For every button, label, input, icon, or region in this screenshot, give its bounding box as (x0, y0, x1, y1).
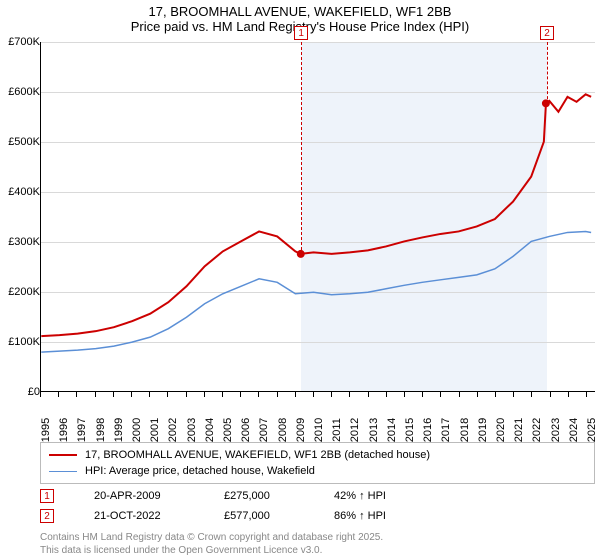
x-tick-label: 2007 (258, 418, 270, 442)
transactions-table: 1 20-APR-2009 £275,000 42% ↑ HPI 2 21-OC… (40, 486, 414, 526)
y-tick-label: £200K (8, 286, 40, 298)
legend-item: HPI: Average price, detached house, Wake… (49, 463, 586, 479)
x-tick-label: 2002 (167, 418, 179, 442)
x-tick-label: 2018 (459, 418, 471, 442)
x-tick-label: 2023 (550, 418, 562, 442)
attribution-line: Contains HM Land Registry data © Crown c… (40, 532, 383, 545)
x-tick-label: 2000 (131, 418, 143, 442)
legend-label: HPI: Average price, detached house, Wake… (85, 465, 315, 477)
x-tick-label: 1999 (113, 418, 125, 442)
x-tick-label: 2017 (440, 418, 452, 442)
x-tick-label: 2010 (313, 418, 325, 442)
table-row: 2 21-OCT-2022 £577,000 86% ↑ HPI (40, 506, 414, 526)
series-line (41, 94, 591, 336)
y-tick-label: £500K (8, 136, 40, 148)
line-series (41, 42, 595, 391)
x-tick-label: 2012 (349, 418, 361, 442)
x-tick-label: 2024 (568, 418, 580, 442)
y-tick-label: £300K (8, 236, 40, 248)
x-tick-label: 2011 (331, 418, 343, 442)
transaction-price: £577,000 (224, 510, 294, 522)
y-tick-label: £400K (8, 186, 40, 198)
x-tick-label: 1998 (95, 418, 107, 442)
transaction-marker: 1 (40, 489, 54, 503)
y-tick-label: £600K (8, 86, 40, 98)
sale-marker-box: 1 (294, 26, 308, 40)
x-tick-label: 2025 (586, 418, 598, 442)
legend: 17, BROOMHALL AVENUE, WAKEFIELD, WF1 2BB… (40, 442, 595, 484)
y-tick-label: £100K (8, 336, 40, 348)
x-tick-label: 2009 (295, 418, 307, 442)
attribution-line: This data is licensed under the Open Gov… (40, 545, 383, 558)
x-tick-label: 2020 (495, 418, 507, 442)
x-tick-label: 1995 (40, 418, 52, 442)
x-tick-label: 2019 (477, 418, 489, 442)
y-tick-label: £0 (28, 386, 40, 398)
x-tick-label: 1996 (58, 418, 70, 442)
x-tick-label: 2005 (222, 418, 234, 442)
sale-dot (542, 99, 550, 107)
transaction-marker: 2 (40, 509, 54, 523)
x-tick-label: 2015 (404, 418, 416, 442)
transaction-date: 21-OCT-2022 (94, 510, 184, 522)
transaction-date: 20-APR-2009 (94, 490, 184, 502)
x-tick-label: 2008 (277, 418, 289, 442)
x-tick-label: 1997 (76, 418, 88, 442)
x-tick-label: 2003 (186, 418, 198, 442)
plot-area: 12 (40, 42, 595, 392)
x-tick-label: 2016 (422, 418, 434, 442)
attribution: Contains HM Land Registry data © Crown c… (40, 532, 383, 557)
transaction-vs-hpi: 42% ↑ HPI (334, 490, 414, 502)
x-tick-label: 2014 (386, 418, 398, 442)
legend-swatch (49, 454, 77, 456)
x-tick-label: 2021 (513, 418, 525, 442)
x-tick-label: 2006 (240, 418, 252, 442)
x-tick-label: 2004 (204, 418, 216, 442)
legend-swatch (49, 471, 77, 472)
x-tick-label: 2013 (368, 418, 380, 442)
x-tick-label: 2001 (149, 418, 161, 442)
table-row: 1 20-APR-2009 £275,000 42% ↑ HPI (40, 486, 414, 506)
legend-label: 17, BROOMHALL AVENUE, WAKEFIELD, WF1 2BB… (85, 449, 430, 461)
x-tick-label: 2022 (531, 418, 543, 442)
transaction-vs-hpi: 86% ↑ HPI (334, 510, 414, 522)
y-tick-label: £700K (8, 36, 40, 48)
transaction-price: £275,000 (224, 490, 294, 502)
legend-item: 17, BROOMHALL AVENUE, WAKEFIELD, WF1 2BB… (49, 447, 586, 463)
chart-container: 17, BROOMHALL AVENUE, WAKEFIELD, WF1 2BB… (0, 0, 600, 560)
title-address: 17, BROOMHALL AVENUE, WAKEFIELD, WF1 2BB (0, 4, 600, 19)
sale-marker-box: 2 (540, 26, 554, 40)
series-line (41, 231, 591, 352)
